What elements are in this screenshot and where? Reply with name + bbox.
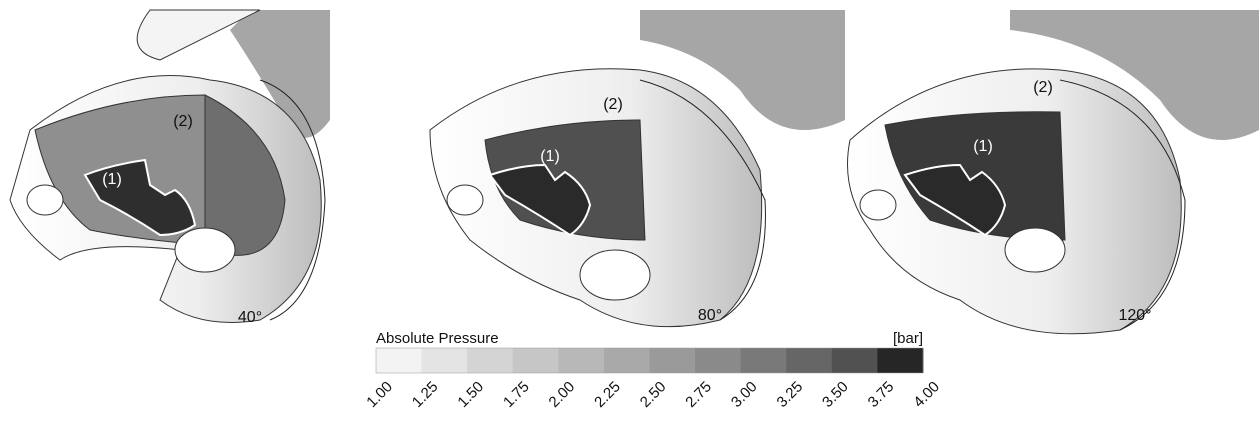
port [175, 228, 235, 272]
region-label: (2) [1033, 79, 1053, 96]
colorbar-band [832, 348, 878, 373]
angle-label: 40° [238, 309, 262, 326]
colorbar-tick-label: 1.75 [500, 378, 533, 411]
region-label: (1) [102, 171, 122, 188]
colorbar-tick-label: 1.00 [363, 378, 396, 411]
port [860, 190, 896, 220]
colorbar-band [422, 348, 468, 373]
region-label: (2) [603, 96, 623, 113]
colorbar-tick-label: 2.75 [682, 378, 715, 411]
colorbar-tick-label: 1.25 [409, 378, 442, 411]
colorbar-band [695, 348, 741, 373]
colorbar-tick-label: 3.00 [728, 378, 761, 411]
colorbar-tick-label: 4.00 [910, 378, 943, 411]
colorbar-tick-label: 3.75 [865, 378, 898, 411]
port [27, 185, 63, 215]
port [447, 185, 483, 215]
region-label: (1) [540, 148, 560, 165]
colorbar-band [604, 348, 650, 373]
panel: (1) (2) 120° [848, 10, 1259, 334]
angle-label: 120° [1118, 307, 1151, 324]
colorbar-tick-label: 2.00 [546, 378, 579, 411]
colorbar-band [376, 348, 422, 373]
angle-label: 80° [698, 307, 722, 324]
colorbar-band [513, 348, 559, 373]
colorbar-band [650, 348, 696, 373]
figure: (1) (2) 40° (1) (2) 80° (1) (2) 120° Abs… [0, 0, 1259, 423]
panel: (1) (2) 40° [10, 10, 330, 326]
colorbar-tick-label: 3.25 [774, 378, 807, 411]
colorbar-band [558, 348, 604, 373]
panel: (1) (2) 80° [430, 10, 845, 327]
region-label: (2) [173, 113, 193, 130]
port [1005, 228, 1065, 272]
colorbar-tick-label: 3.50 [819, 378, 852, 411]
colorbar-unit: [bar] [893, 330, 923, 347]
colorbar-tick-label: 2.25 [591, 378, 624, 411]
colorbar: Absolute Pressure [bar] 1.00 1.25 1.50 1.75… [363, 330, 943, 411]
colorbar-tick-label: 1.50 [454, 378, 487, 411]
colorbar-band [786, 348, 832, 373]
colorbar-band [741, 348, 787, 373]
region-label: (1) [973, 138, 993, 155]
colorbar-band [877, 348, 923, 373]
colorbar-tick-label: 2.50 [637, 378, 670, 411]
colorbar-title: Absolute Pressure [376, 330, 499, 347]
colorbar-band [467, 348, 513, 373]
port [580, 250, 650, 300]
